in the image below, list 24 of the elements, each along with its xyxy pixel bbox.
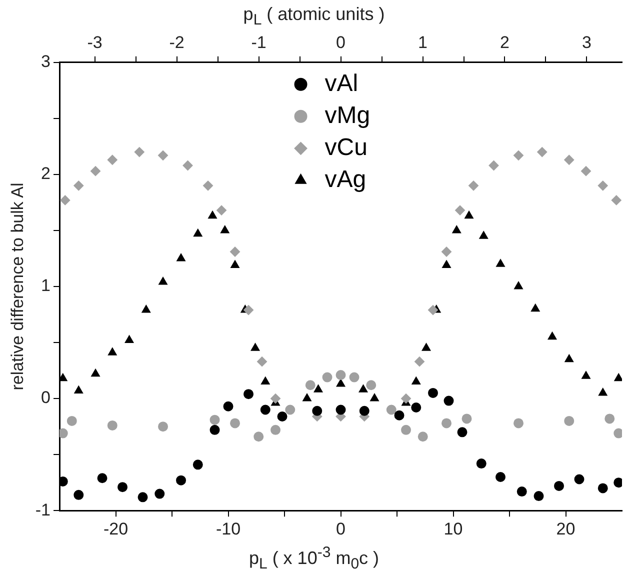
x-tick-label: 20 — [556, 519, 576, 538]
legend-label: vAl — [324, 70, 358, 98]
x2-tick-label: -3 — [87, 32, 102, 52]
legend-label: vAg — [324, 166, 366, 194]
y-tick-label: -1 — [35, 500, 51, 520]
x-tick-label: -20 — [103, 519, 128, 538]
x-tick-label: -10 — [216, 519, 241, 538]
x-axis-title: p$_{L}$ ( x 10$^{-3}$ m$_{0}$c ) — [248, 544, 380, 573]
x2-tick-label: 3 — [582, 32, 592, 52]
y-axis-title: relative difference to bulk Al — [8, 182, 27, 390]
y-tick-label: 0 — [41, 388, 51, 408]
legend-label: vCu — [324, 134, 368, 162]
y-tick-label: 1 — [41, 276, 51, 296]
x-tick-label: 10 — [444, 519, 463, 538]
legend-label: vMg — [324, 102, 370, 130]
y-tick-label: 2 — [41, 164, 51, 184]
x2-tick-label: 2 — [500, 32, 510, 52]
x2-axis-title: p$_{L}$ ( atomic units ) — [242, 4, 386, 29]
x2-tick-label: 1 — [418, 32, 428, 52]
x2-tick-label: -2 — [169, 32, 184, 52]
y-tick-label: 3 — [41, 52, 51, 72]
x2-tick-label: 0 — [336, 32, 346, 52]
x2-tick-label: -1 — [251, 32, 266, 52]
x-tick-label: 0 — [336, 519, 346, 538]
